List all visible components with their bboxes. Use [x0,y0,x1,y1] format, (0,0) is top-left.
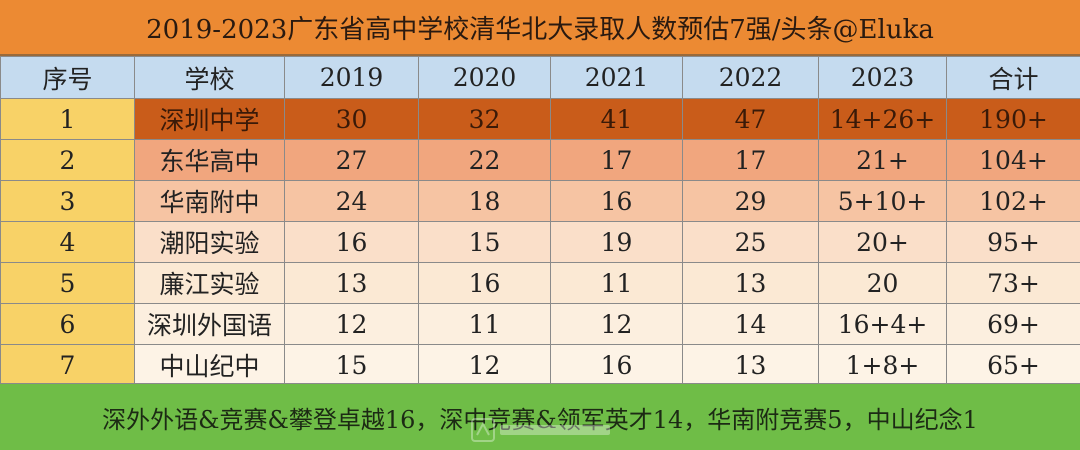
cell-2019: 15 [284,344,419,386]
cell-total: 69+ [946,303,1080,345]
cell-2023: 16+4+ [818,303,947,345]
cell-2020: 12 [418,344,551,386]
cell-2019: 12 [284,303,419,345]
table-row: 4 潮阳实验 16 15 19 25 20+ 95+ [0,221,1080,263]
cell-2021: 41 [550,98,683,140]
cell-total: 102+ [946,180,1080,222]
cell-2019: 16 [284,221,419,263]
header-total: 合计 [946,56,1080,99]
cell-2022: 25 [682,221,819,263]
cell-2020: 16 [418,262,551,304]
cell-2020: 15 [418,221,551,263]
cell-2020: 22 [418,139,551,181]
table-title: 2019-2023广东省高中学校清华北大录取人数预估7强/头条@Eluka [0,0,1080,56]
table-row: 6 深圳外国语 12 11 12 14 16+4+ 69+ [0,303,1080,345]
cell-2021: 16 [550,344,683,386]
cell-2019: 30 [284,98,419,140]
cell-school: 廉江实验 [134,262,285,304]
cell-2021: 19 [550,221,683,263]
cell-2019: 13 [284,262,419,304]
cell-2023: 21+ [818,139,947,181]
header-2020: 2020 [418,56,551,99]
cell-2021: 17 [550,139,683,181]
header-seq: 序号 [0,56,135,99]
header-row: 序号 学校 2019 2020 2021 2022 2023 合计 [0,56,1080,99]
cell-2023: 20 [818,262,947,304]
cell-2020: 32 [418,98,551,140]
cell-total: 65+ [946,344,1080,386]
header-2019: 2019 [284,56,419,99]
cell-2022: 13 [682,262,819,304]
table-row: 2 东华高中 27 22 17 17 21+ 104+ [0,139,1080,181]
cell-2021: 16 [550,180,683,222]
cell-2021: 11 [550,262,683,304]
cell-2019: 24 [284,180,419,222]
cell-total: 104+ [946,139,1080,181]
header-2022: 2022 [682,56,819,99]
cell-seq: 2 [0,139,135,181]
ranking-table: 序号 学校 2019 2020 2021 2022 2023 合计 1 深圳中学… [0,56,1080,386]
cell-seq: 5 [0,262,135,304]
header-school: 学校 [134,56,285,99]
cell-school: 深圳外国语 [134,303,285,345]
cell-total: 73+ [946,262,1080,304]
cell-2022: 17 [682,139,819,181]
table-row: 5 廉江实验 13 16 11 13 20 73+ [0,262,1080,304]
cell-school: 东华高中 [134,139,285,181]
cell-2020: 18 [418,180,551,222]
cell-school: 深圳中学 [134,98,285,140]
cell-seq: 4 [0,221,135,263]
cell-2023: 14+26+ [818,98,947,140]
table-row: 7 中山纪中 15 12 16 13 1+8+ 65+ [0,344,1080,386]
cell-2023: 20+ [818,221,947,263]
cell-2020: 11 [418,303,551,345]
header-2023: 2023 [818,56,947,99]
cell-2022: 29 [682,180,819,222]
cell-school: 潮阳实验 [134,221,285,263]
footer-note: 深外外语&竞赛&攀登卓越16，深中竞赛&领军英才14，华南附竞赛5，中山纪念1 [0,383,1080,450]
cell-seq: 1 [0,98,135,140]
cell-2021: 12 [550,303,683,345]
cell-school: 中山纪中 [134,344,285,386]
cell-2022: 13 [682,344,819,386]
cell-seq: 6 [0,303,135,345]
cell-total: 95+ [946,221,1080,263]
cell-seq: 3 [0,180,135,222]
cell-2023: 1+8+ [818,344,947,386]
table-row: 3 华南附中 24 18 16 29 5+10+ 102+ [0,180,1080,222]
cell-2023: 5+10+ [818,180,947,222]
table-row: 1 深圳中学 30 32 41 47 14+26+ 190+ [0,98,1080,140]
cell-2022: 14 [682,303,819,345]
cell-2019: 27 [284,139,419,181]
cell-2022: 47 [682,98,819,140]
cell-total: 190+ [946,98,1080,140]
header-2021: 2021 [550,56,683,99]
cell-school: 华南附中 [134,180,285,222]
cell-seq: 7 [0,344,135,386]
